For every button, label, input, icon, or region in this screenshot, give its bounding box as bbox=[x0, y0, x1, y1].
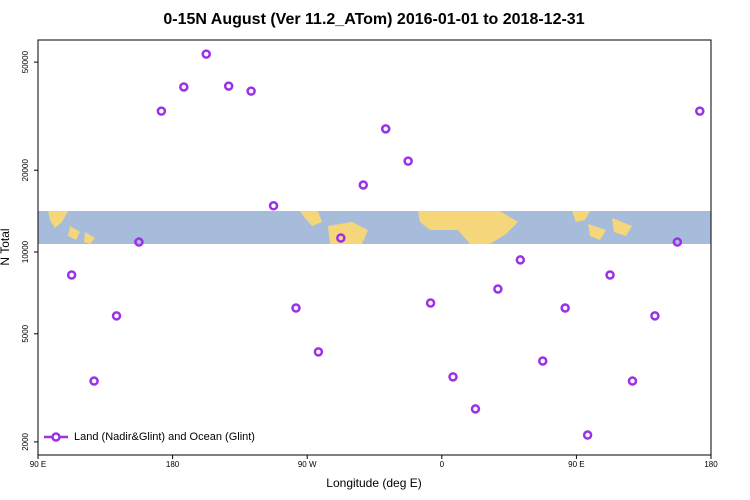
point bbox=[358, 180, 369, 190]
x-tick-label: 180 bbox=[704, 460, 718, 469]
x-tick-label: 90 E bbox=[30, 460, 46, 469]
y-axis-label: N Total bbox=[0, 228, 12, 265]
y-tick-label: 10000 bbox=[21, 240, 30, 263]
point bbox=[201, 49, 211, 59]
point bbox=[538, 356, 548, 366]
x-tick-label: 90 E bbox=[568, 460, 584, 469]
point bbox=[515, 255, 526, 265]
point bbox=[425, 298, 436, 308]
point bbox=[470, 404, 481, 414]
y-tick-label: 20000 bbox=[21, 159, 30, 182]
y-tick-label: 50000 bbox=[21, 50, 30, 73]
point bbox=[493, 284, 503, 294]
x-tick-label: 180 bbox=[166, 460, 180, 469]
x-tick-label: 90 W bbox=[298, 460, 317, 469]
point bbox=[403, 156, 413, 166]
point bbox=[89, 376, 99, 386]
point bbox=[179, 82, 189, 92]
point bbox=[560, 303, 570, 313]
point bbox=[223, 81, 234, 91]
x-tick-label: 0 bbox=[440, 460, 445, 469]
point bbox=[66, 270, 77, 280]
map-band bbox=[38, 211, 711, 244]
point bbox=[246, 86, 256, 96]
point bbox=[156, 106, 167, 116]
point bbox=[380, 124, 391, 134]
legend-marker bbox=[51, 432, 61, 442]
point bbox=[291, 303, 301, 313]
point bbox=[111, 311, 122, 321]
point bbox=[448, 372, 458, 382]
point bbox=[134, 237, 144, 247]
point bbox=[650, 311, 660, 321]
chart-title: 0-15N August (Ver 11.2_ATom) 2016-01-01 … bbox=[163, 11, 584, 28]
point bbox=[605, 270, 615, 280]
point bbox=[695, 106, 705, 116]
point bbox=[268, 200, 279, 211]
point bbox=[627, 376, 638, 386]
point bbox=[672, 237, 683, 247]
y-tick-label: 5000 bbox=[21, 324, 30, 342]
point bbox=[313, 347, 324, 357]
point bbox=[336, 233, 346, 243]
plot-frame bbox=[37, 39, 712, 456]
point bbox=[582, 430, 593, 440]
legend-label: Land (Nadir&Glint) and Ocean (Glint) bbox=[74, 431, 255, 443]
y-tick-label: 2000 bbox=[21, 432, 30, 450]
x-axis-label: Longitude (deg E) bbox=[326, 476, 421, 490]
